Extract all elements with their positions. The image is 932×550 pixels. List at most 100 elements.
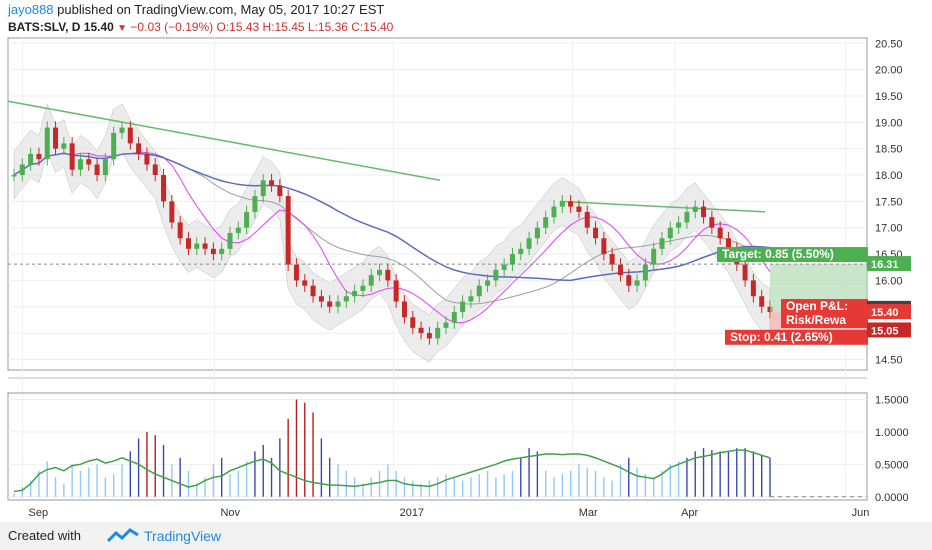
author-link[interactable]: jayo888: [8, 2, 54, 17]
candle-body: [285, 196, 291, 265]
candle-body: [750, 280, 756, 297]
candle-body: [352, 290, 358, 297]
volatility-band: [13, 103, 771, 363]
candle-body: [468, 296, 474, 302]
y-tick-label: 17.00: [875, 223, 903, 235]
x-tick-label: Mar: [579, 507, 598, 519]
indicator-pane-frame: [7, 392, 868, 501]
price-tag-label: 16.31: [871, 259, 899, 271]
y-tick-label: 18.50: [875, 144, 903, 156]
candle-body: [426, 333, 432, 339]
ohlc-values: O:15.43 H:15.45 L:15.36 C:15.40: [216, 20, 394, 34]
candle-body: [36, 153, 42, 160]
candle-body: [626, 275, 632, 286]
candle-body: [601, 238, 607, 255]
candle-body: [152, 164, 158, 176]
candle-body: [53, 127, 59, 149]
candle-body: [559, 201, 565, 207]
candle-body: [509, 254, 515, 265]
candle-body: [667, 227, 673, 239]
candle-body: [28, 153, 34, 165]
candle-body: [717, 227, 723, 239]
candle-body: [684, 211, 690, 223]
price-pane-frame: [7, 37, 868, 371]
candle-body: [676, 222, 682, 228]
candle-body: [210, 248, 216, 255]
candle-body: [584, 211, 590, 228]
symbol-info: BATS:SLV, D 15.40 ▼ −0.03 (−0.19%) O:15.…: [8, 20, 393, 34]
last-price: 15.40: [83, 20, 114, 34]
candle-body: [476, 285, 482, 297]
y-tick-label: 20.50: [875, 38, 903, 50]
candle-body: [127, 127, 133, 144]
candle-body: [144, 153, 150, 165]
candle-body: [385, 269, 391, 281]
candle-body: [568, 201, 574, 207]
trend-line-green-2: [559, 200, 766, 213]
candle-body: [368, 275, 374, 286]
candle-body: [360, 285, 366, 291]
candle-body: [543, 217, 549, 228]
candle-body: [642, 264, 648, 281]
candle-body: [593, 227, 599, 239]
candle-body: [169, 201, 175, 223]
chart-area[interactable]: 14.5015.0015.5016.0016.5017.0017.5018.00…: [0, 0, 932, 522]
candle-body: [634, 280, 640, 286]
candle-body: [609, 254, 615, 265]
x-tick-label: Nov: [220, 507, 240, 519]
candle-body: [260, 180, 266, 197]
candle-body: [11, 175, 17, 177]
indicator-y-tick-label: 0.0000: [875, 492, 909, 504]
candle-body: [77, 159, 83, 170]
down-arrow-icon: ▼: [117, 23, 128, 34]
candle-body: [252, 196, 258, 212]
open-pl-label-bg: [781, 299, 868, 315]
published-text: published on TradingView.com, May 05, 20…: [57, 2, 385, 17]
y-tick-label: 17.50: [875, 196, 903, 208]
candle-body: [61, 143, 67, 149]
candle-body: [692, 206, 698, 212]
candle-body: [244, 211, 250, 228]
candle-body: [94, 164, 100, 176]
candle-body: [709, 217, 715, 228]
candle-body: [617, 264, 623, 276]
candle-body: [742, 264, 748, 281]
target-label-bg: [717, 247, 868, 263]
candle-body: [401, 301, 407, 318]
stop-label: Stop: 0.41 (2.65%): [730, 330, 833, 344]
risk-reward-label-bg: [781, 313, 868, 329]
trend-line-green: [7, 100, 441, 182]
candle-body: [576, 206, 582, 212]
candle-body: [551, 206, 557, 218]
price-change: −0.03 (−0.19%): [130, 20, 214, 34]
indicator-line: [13, 449, 771, 493]
candle-body: [119, 127, 125, 133]
indicator-y-tick-label: 1.5000: [875, 394, 909, 406]
indicator-y-tick-label: 1.0000: [875, 427, 909, 439]
candle-body: [534, 227, 540, 239]
tradingview-logo-icon: [106, 528, 139, 543]
candle-body: [343, 296, 349, 302]
candle-body: [19, 164, 25, 176]
candle-body: [327, 301, 333, 307]
candle-body: [410, 317, 416, 328]
candle-body: [526, 238, 532, 249]
candle-body: [310, 285, 316, 297]
candle-body: [293, 264, 299, 281]
price-tag: [867, 304, 911, 320]
candle-body: [185, 238, 191, 249]
candle-body: [651, 248, 657, 265]
tradingview-brand[interactable]: TradingView: [144, 528, 222, 544]
y-tick-label: 20.00: [875, 65, 903, 77]
candle-body: [202, 243, 208, 249]
candle-body: [194, 243, 200, 249]
y-tick-label: 18.00: [875, 170, 903, 182]
y-tick-label: 19.00: [875, 117, 903, 129]
candle-body: [518, 248, 524, 255]
candle-body: [659, 238, 665, 249]
candle-body: [377, 269, 383, 276]
candle-body: [451, 312, 457, 323]
candle-body: [701, 206, 707, 218]
candle-body: [318, 296, 324, 302]
x-tick-label: Apr: [681, 507, 698, 519]
